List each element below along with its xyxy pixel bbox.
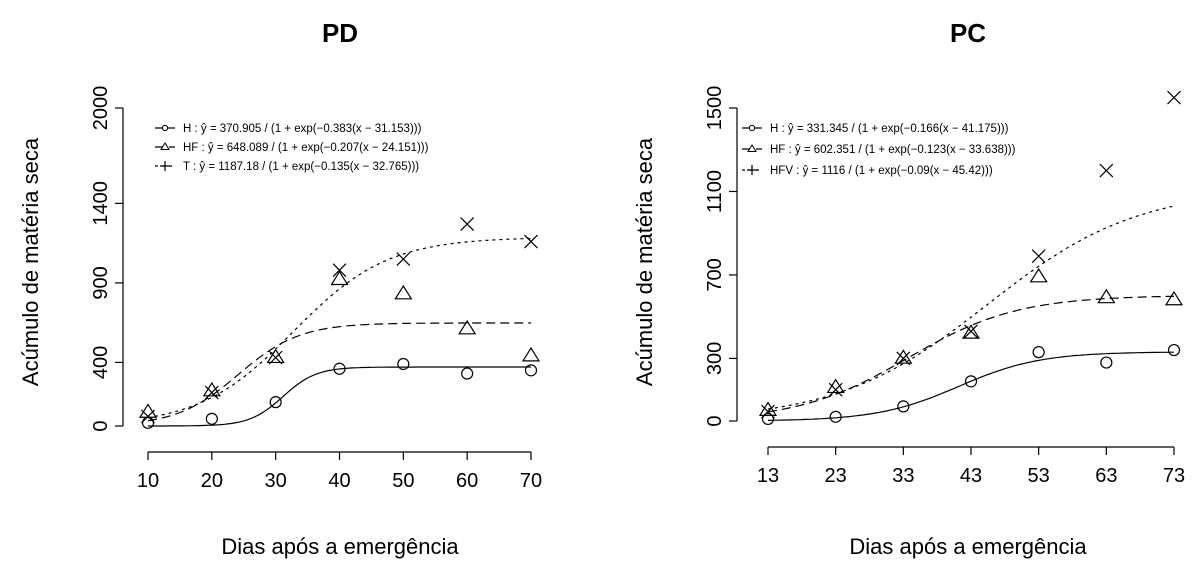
x-tick-label: 40 [328, 470, 350, 492]
data-point-hf [894, 349, 913, 364]
data-point-hf [521, 346, 541, 362]
x-tick-label: 23 [825, 465, 847, 487]
data-point-h [269, 396, 282, 409]
legend-marker [747, 144, 757, 152]
data-point-hf [394, 284, 413, 300]
x-tick-label: 13 [757, 465, 779, 487]
data-point-t [204, 385, 219, 400]
legend-text: HF : ŷ = 648.089 / (1 + exp(−0.207(x − 2… [183, 142, 429, 154]
x-axis-label: Dias após a emergência [221, 534, 459, 559]
data-point-hfv [964, 324, 978, 339]
data-point-h [141, 416, 155, 429]
data-point-h [333, 362, 346, 375]
data-point-hfv [1167, 90, 1181, 105]
legend-marker [161, 124, 169, 132]
data-point-hfv [1099, 163, 1114, 178]
y-tick-label: 1500 [704, 86, 726, 131]
data-point-hf [266, 348, 285, 364]
x-tick-label: 33 [892, 465, 914, 487]
y-axis-label: Acúmulo de matéria seca [18, 137, 43, 386]
fit-curve-h [767, 351, 1174, 421]
legend-marker [747, 165, 757, 175]
y-tick-label: 900 [90, 266, 112, 299]
data-point-hf [330, 270, 349, 286]
legend-text: HF : ŷ = 602.351 / (1 + exp(−0.123(x − 3… [770, 144, 1016, 156]
fit-curve-hf [147, 322, 531, 422]
data-point-t [141, 409, 155, 424]
legend-text: T : ŷ = 1187.18 / (1 + exp(−0.135(x − 32… [183, 161, 419, 173]
x-tick-label: 53 [1028, 465, 1050, 487]
y-tick-label: 1400 [90, 181, 112, 226]
data-point-h [1100, 356, 1113, 369]
y-axis-label: Acúmulo de matéria seca [632, 137, 657, 386]
data-point-hfv [761, 404, 775, 419]
x-tick-label: 43 [960, 465, 982, 487]
fit-curve-t [147, 237, 532, 419]
data-point-hfv [896, 351, 911, 366]
legend-text: H : ŷ = 331.345 / (1 + exp(−0.166(x − 41… [770, 123, 1009, 135]
fit-curve-hfv [767, 205, 1175, 410]
data-point-hf [202, 381, 221, 397]
legend-marker [160, 142, 170, 150]
data-point-hfv [828, 382, 843, 397]
x-tick-label: 60 [456, 470, 478, 492]
data-point-h [397, 357, 410, 371]
data-point-hf [961, 324, 981, 339]
data-point-h [205, 412, 218, 425]
data-point-t [268, 350, 283, 365]
y-tick-label: 400 [90, 346, 112, 379]
data-point-h [829, 410, 842, 423]
data-point-hf [1029, 267, 1048, 283]
x-tick-label: 20 [201, 470, 223, 492]
y-tick-label: 1100 [704, 170, 726, 213]
data-point-t [524, 234, 538, 249]
data-point-h [964, 375, 978, 388]
y-tick-label: 2000 [90, 86, 112, 131]
data-point-hf [458, 319, 477, 335]
legend-marker [748, 124, 756, 132]
fit-curve-h [148, 366, 531, 427]
fit-curve-hf [767, 295, 1175, 413]
data-point-h [1032, 346, 1045, 359]
chart-panel-pd: PD Acúmulo de matéria seca Dias após a e… [18, 18, 542, 559]
x-tick-label: 30 [265, 470, 287, 492]
chart-title: PC [950, 18, 986, 48]
data-point-t [332, 263, 347, 278]
data-point-h [524, 364, 538, 377]
legend-text: HFV : ŷ = 1116 / (1 + exp(−0.09(x − 45.4… [770, 165, 993, 177]
data-point-h [1167, 343, 1181, 357]
data-point-hfv [1031, 249, 1046, 264]
y-tick-label: 700 [704, 258, 726, 291]
x-tick-label: 73 [1163, 465, 1185, 487]
chart-title: PD [322, 18, 358, 48]
data-point-h [761, 412, 775, 426]
data-point-hf [758, 401, 778, 416]
x-tick-label: 70 [520, 470, 542, 492]
data-point-h [897, 400, 910, 413]
x-tick-label: 50 [392, 470, 414, 492]
x-tick-label: 63 [1095, 465, 1117, 487]
data-point-t [396, 252, 411, 266]
data-point-h [461, 367, 474, 380]
y-tick-label: 300 [704, 342, 726, 375]
legend-text: H : ŷ = 370.905 / (1 + exp(−0.383(x − 31… [183, 123, 422, 135]
legend-marker [160, 161, 170, 171]
y-tick-label: 0 [704, 415, 726, 426]
data-point-hf [1097, 288, 1116, 304]
data-point-t [460, 217, 475, 231]
chart-panel-pc: PC Acúmulo de matéria seca Dias após a e… [632, 18, 1185, 559]
x-axis-label: Dias após a emergência [849, 534, 1087, 559]
y-tick-label: 0 [90, 420, 112, 431]
x-tick-label: 10 [137, 470, 159, 492]
data-point-hf [1164, 290, 1184, 306]
